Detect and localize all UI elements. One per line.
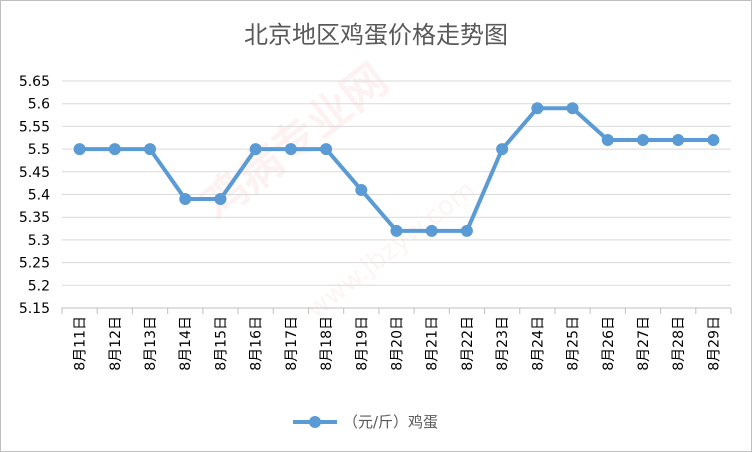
x-tick-label: 8月19日 <box>354 316 370 371</box>
legend: （元/斤）鸡蛋 <box>293 413 438 431</box>
data-point <box>566 102 579 115</box>
x-tick-label: 8月29日 <box>706 316 722 371</box>
y-tick-label: 5.4 <box>28 188 50 204</box>
x-tick-label: 8月11日 <box>73 316 89 371</box>
x-tick-label: 8月16日 <box>249 316 265 371</box>
data-point <box>214 193 227 206</box>
data-point <box>249 143 262 156</box>
y-tick-label: 5.3 <box>28 233 50 249</box>
gridlines <box>62 80 731 309</box>
x-tick-label: 8月28日 <box>671 316 687 371</box>
x-tick-label: 8月17日 <box>284 316 300 371</box>
chart-title: 北京地区鸡蛋价格走势图 <box>244 21 508 49</box>
data-point <box>284 143 297 156</box>
x-tick-label: 8月15日 <box>213 316 229 371</box>
data-point <box>672 134 685 147</box>
x-tick-label: 8月14日 <box>178 316 194 371</box>
y-tick-label: 5.55 <box>19 119 50 135</box>
y-tick-label: 5.5 <box>28 142 50 158</box>
data-point <box>496 143 509 156</box>
data-point <box>601 134 614 147</box>
y-tick-label: 5.6 <box>28 97 50 113</box>
data-point <box>320 143 333 156</box>
data-point <box>707 134 720 147</box>
x-tick-label: 8月25日 <box>566 316 582 371</box>
y-tick-label: 5.2 <box>28 278 50 294</box>
series-layer <box>73 102 720 237</box>
data-point <box>73 143 86 156</box>
y-tick-label: 5.45 <box>19 165 50 181</box>
data-point <box>108 143 121 156</box>
data-point <box>425 224 438 237</box>
y-axis-ticks: 5.15 5.2 5.25 5.3 5.35 5.4 5.45 5.5 5.55 5.6 5.65 <box>19 74 50 317</box>
x-tick-label: 8月23日 <box>495 316 511 371</box>
x-tick-label: 8月22日 <box>460 316 476 371</box>
y-tick-label: 5.65 <box>19 74 50 90</box>
x-tick-label: 8月26日 <box>601 316 617 371</box>
x-tick-label: 8月18日 <box>319 316 335 371</box>
x-tick-label: 8月27日 <box>636 316 652 371</box>
y-tick-label: 5.35 <box>19 210 50 226</box>
y-tick-label: 5.15 <box>19 301 50 317</box>
y-tick-label: 5.25 <box>19 256 50 272</box>
x-tick-label: 8月21日 <box>425 316 441 371</box>
x-tick-label: 8月24日 <box>530 316 546 371</box>
legend-label: （元/斤）鸡蛋 <box>343 413 438 431</box>
x-tick-label: 8月13日 <box>143 316 159 371</box>
x-tick-label: 8月20日 <box>390 316 406 371</box>
x-axis-ticks: 8月11日 8月12日 8月13日 8月14日 8月15日 8月16日 8月17日 8月18日… <box>61 308 732 371</box>
x-tick-label: 8月12日 <box>108 316 124 371</box>
data-point <box>390 224 403 237</box>
data-point <box>144 143 157 156</box>
legend-marker <box>309 416 321 428</box>
data-point <box>460 224 473 237</box>
data-point <box>531 102 544 115</box>
data-point <box>636 134 649 147</box>
data-point <box>355 183 368 196</box>
data-point <box>179 193 192 206</box>
